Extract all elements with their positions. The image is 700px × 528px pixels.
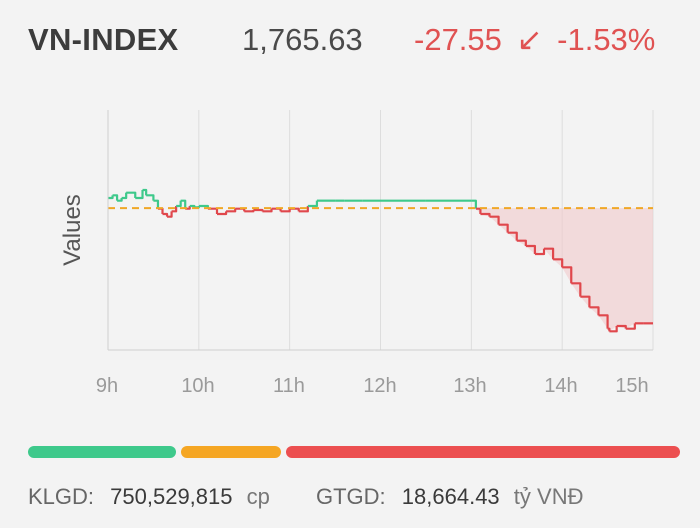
klgd-label: KLGD: — [28, 484, 95, 509]
line-segment — [176, 200, 182, 208]
index-name: VN-INDEX — [28, 22, 179, 57]
klgd-unit: cp — [246, 484, 270, 509]
line-segment — [471, 199, 477, 209]
line-segment — [580, 295, 591, 308]
line-segment — [146, 194, 155, 201]
market-breadth-bar — [28, 446, 680, 458]
y-axis-label: Values — [59, 194, 86, 266]
line-segment — [307, 200, 319, 208]
line-segment — [112, 194, 119, 201]
line-segment — [162, 212, 169, 217]
line-segment — [244, 210, 255, 213]
price-line — [108, 188, 653, 333]
line-segment — [135, 190, 144, 200]
x-tick-label: 10h — [181, 375, 214, 397]
line-segment — [167, 211, 173, 218]
line-segment — [475, 207, 482, 214]
trading-summary: KLGD: 750,529,815 cp GTGD: 18,664.43 tỷ … — [28, 484, 688, 514]
breadth-up-segment — [28, 446, 177, 458]
line-segment — [525, 244, 537, 254]
x-tick-label: 12h — [363, 375, 396, 397]
line-segment — [153, 199, 160, 209]
line-segment — [489, 215, 500, 225]
line-segment — [157, 207, 164, 214]
line-segment — [562, 266, 573, 284]
line-segment — [180, 199, 187, 209]
gtgd-value: 18,664.43 — [401, 484, 500, 509]
line-segment — [298, 206, 309, 213]
x-axis-ticks: 9h 10h 11h 12h 13h 14h 15h — [96, 375, 649, 397]
x-tick-label: 9h — [96, 375, 118, 397]
x-tick-label: 15h — [615, 375, 648, 397]
klgd-value: 750,529,815 — [110, 484, 233, 509]
x-tick-label: 11h — [273, 375, 305, 397]
down-arrow-icon: ↙ — [516, 22, 543, 57]
index-change-percent: -1.53% — [557, 22, 656, 57]
line-segment — [571, 282, 582, 297]
x-tick-label: 14h — [544, 375, 577, 397]
line-segment — [544, 247, 555, 260]
index-change: -27.55 — [414, 22, 502, 57]
index-change-group: -27.55 ↙ -1.53% — [414, 22, 655, 58]
line-segment — [108, 195, 114, 200]
line-segment — [625, 323, 636, 330]
line-segment — [217, 211, 228, 216]
breadth-down-segment — [285, 446, 680, 458]
line-segment — [609, 326, 618, 333]
breadth-unchanged-segment — [181, 446, 281, 458]
gtgd-label: GTGD: — [316, 484, 386, 509]
line-segment — [607, 327, 611, 332]
line-segment — [553, 258, 564, 268]
line-segment — [142, 188, 148, 196]
line-segment — [171, 206, 178, 213]
gtgd-unit: tỷ VNĐ — [513, 484, 584, 509]
line-segment — [598, 314, 609, 329]
index-header: VN-INDEX 1,765.63 -27.55 ↙ -1.53% — [28, 18, 688, 62]
x-tick-label: 13h — [453, 375, 486, 397]
line-segment — [498, 223, 509, 233]
line-segment — [121, 192, 128, 200]
line-segment — [516, 239, 527, 246]
line-segment — [534, 248, 546, 256]
line-segment — [507, 231, 518, 241]
intraday-line-chart: 9h 10h 11h 12h 13h 14h 15h Values — [59, 110, 654, 397]
line-segment — [589, 306, 600, 316]
line-segment — [253, 208, 264, 212]
line-segment — [207, 207, 219, 214]
index-value: 1,765.63 — [242, 22, 363, 57]
line-segment — [126, 191, 137, 198]
